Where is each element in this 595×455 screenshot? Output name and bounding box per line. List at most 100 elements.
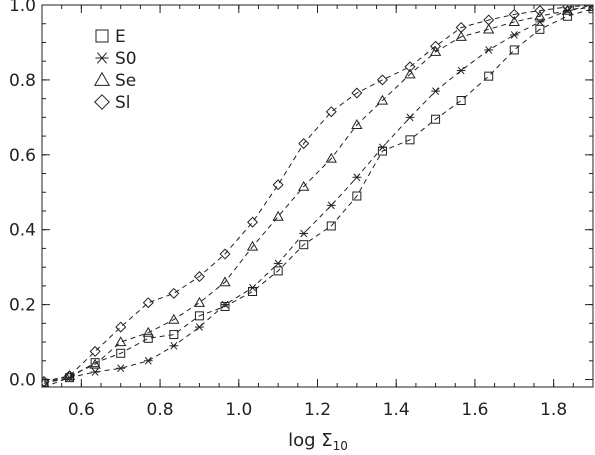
x-axis-title: log Σ10 [288, 430, 348, 453]
marker-diamond [64, 370, 76, 382]
marker-asterisk [431, 87, 440, 95]
marker-asterisk [169, 341, 179, 350]
marker-square [273, 266, 283, 276]
y-tick-label: 1.0 [9, 0, 36, 16]
marker-diamond [298, 138, 310, 150]
marker-square [299, 240, 309, 250]
x-tick-label: 1.2 [304, 400, 331, 420]
y-tick-label: 0.4 [9, 221, 36, 241]
marker-diamond [376, 74, 388, 86]
legend-label-sl: Sl [115, 93, 131, 113]
series-line-e [43, 8, 593, 384]
marker-square [509, 45, 519, 55]
marker-diamond [455, 21, 467, 33]
marker-square [326, 221, 336, 231]
marker-diamond [168, 287, 180, 299]
marker-triangle [272, 210, 284, 221]
marker-diamond [247, 216, 259, 228]
x-tick-label: 0.6 [68, 400, 95, 420]
y-tick-label: 0.2 [9, 296, 36, 316]
marker-diamond [351, 87, 363, 99]
marker-triangle [508, 16, 520, 26]
marker-asterisk [273, 259, 283, 268]
marker-square [405, 135, 415, 145]
marker-triangle [404, 68, 416, 79]
marker-asterisk [116, 364, 126, 373]
marker-square [535, 24, 545, 34]
marker-asterisk [95, 52, 109, 64]
marker-triangle [298, 180, 310, 191]
marker-triangle [63, 369, 76, 380]
marker-diamond [534, 5, 546, 17]
series-line-s0 [43, 5, 593, 387]
marker-asterisk [299, 229, 309, 238]
marker-square [143, 333, 153, 343]
marker-triangle [115, 336, 127, 347]
marker-triangle [246, 240, 259, 251]
series-markers [42, 5, 593, 387]
marker-square [431, 114, 441, 124]
marker-diamond [325, 106, 337, 118]
marker-triangle [429, 46, 442, 56]
marker-triangle [561, 5, 574, 15]
y-tick-label: 0.0 [9, 371, 36, 391]
marker-triangle [483, 23, 495, 34]
marker-asterisk [378, 143, 387, 152]
marker-square [456, 96, 466, 105]
marker-diamond [508, 8, 520, 20]
x-tick-label: 1.4 [383, 400, 410, 420]
marker-asterisk [143, 356, 153, 365]
marker-square [220, 301, 230, 311]
y-tick-label: 0.8 [9, 71, 36, 91]
marker-triangle [168, 313, 180, 324]
marker-triangle [325, 152, 337, 163]
marker-triangle [142, 326, 154, 337]
marker-triangle [455, 31, 467, 41]
marker-triangle [193, 296, 206, 307]
marker-triangle [93, 71, 111, 86]
marker-diamond [430, 40, 442, 52]
marker-triangle [587, 5, 593, 11]
marker-diamond [219, 248, 231, 260]
marker-asterisk [352, 173, 362, 182]
x-tick-label: 0.8 [147, 400, 174, 420]
marker-asterisk [248, 283, 257, 292]
y-axis: 0.0 0.2 0.4 0.6 0.8 1.0 [9, 0, 593, 391]
marker-asterisk [326, 201, 336, 210]
series-line-se [43, 6, 593, 384]
marker-asterisk [405, 113, 415, 122]
marker-asterisk [456, 66, 466, 75]
legend-label-se: Se [115, 71, 136, 91]
marker-square [90, 358, 100, 368]
marker-asterisk [484, 46, 494, 54]
marker-square [352, 191, 362, 201]
marker-diamond [142, 297, 154, 309]
series-lines [43, 5, 593, 387]
marker-diamond [115, 321, 127, 333]
marker-diamond [483, 14, 495, 26]
marker-asterisk [90, 368, 100, 376]
marker-diamond [193, 271, 205, 283]
marker-asterisk [195, 323, 204, 331]
marker-square [194, 311, 204, 321]
marker-triangle [219, 276, 231, 287]
y-tick-label: 0.6 [9, 146, 36, 166]
marker-square [169, 330, 179, 340]
marker-square [116, 348, 126, 358]
marker-asterisk [509, 31, 519, 39]
marker-diamond [89, 345, 101, 357]
marker-asterisk [220, 300, 230, 309]
legend-label-e: E [115, 27, 126, 47]
marker-diamond [272, 179, 284, 191]
x-tick-label: 1.0 [225, 400, 252, 420]
marker-triangle [89, 358, 101, 369]
x-axis: 0.6 0.8 1.0 1.2 1.4 1.6 1.8 [41, 5, 594, 420]
x-tick-label: 1.6 [461, 400, 488, 420]
marker-triangle [534, 10, 546, 21]
marker-square [484, 71, 494, 81]
marker-diamond [404, 61, 416, 73]
marker-square [95, 29, 109, 43]
legend-label-s0: S0 [115, 49, 137, 69]
